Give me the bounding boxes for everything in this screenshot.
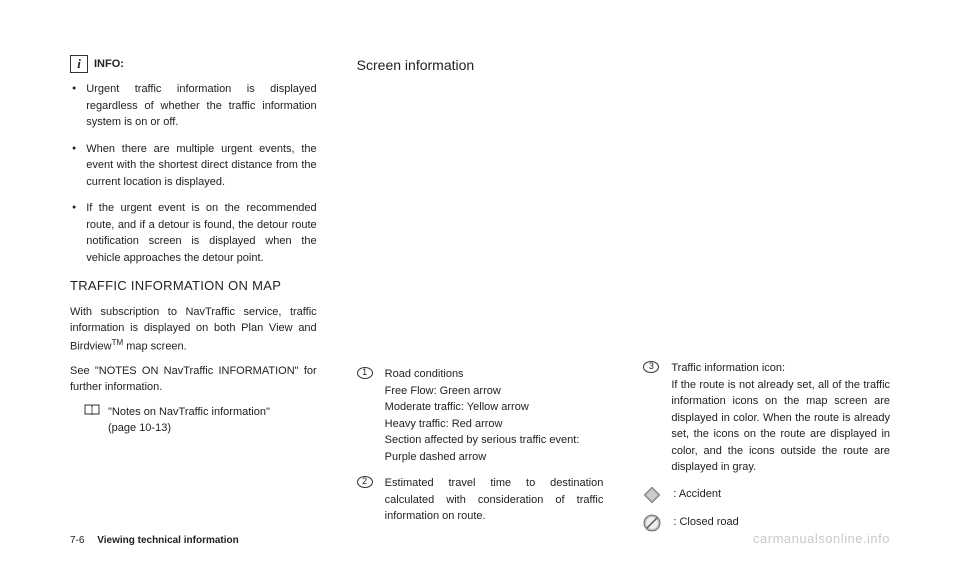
watermark: carmanualsonline.info (753, 531, 890, 546)
info-icon: i (70, 55, 88, 73)
bullet-item: ● Urgent traffic information is displaye… (70, 81, 317, 131)
icon-legend-item: : Accident (643, 486, 890, 504)
paragraph: See "NOTES ON NavTraffic INFORMATION" fo… (70, 363, 317, 396)
bullet-item: ● If the urgent event is on the recommen… (70, 200, 317, 266)
page-footer: 7-6 Viewing technical information (70, 535, 239, 546)
info-header: i INFO: (70, 55, 317, 73)
bullet-dot-icon: ● (70, 200, 76, 266)
book-icon (84, 404, 100, 437)
icon-label: : Closed road (673, 514, 738, 531)
column-2: Screen information 1 Road conditions Fre… (357, 55, 604, 495)
numbered-item: 1 Road conditions Free Flow: Green arrow… (357, 366, 604, 465)
numbered-item: 2 Estimated travel time to destination c… (357, 475, 604, 525)
info-label: INFO: (94, 56, 124, 73)
accident-icon (643, 486, 661, 504)
number-badge: 2 (357, 476, 373, 488)
bullet-text: When there are multiple urgent events, t… (86, 141, 316, 191)
bullet-item: ● When there are multiple urgent events,… (70, 141, 317, 191)
screen-info-title: Screen information (357, 55, 604, 76)
para-text: map screen. (123, 340, 187, 352)
para-text: With subscription to NavTraffic service,… (70, 306, 317, 353)
number-badge: 1 (357, 367, 373, 379)
page-columns: i INFO: ● Urgent traffic information is … (70, 55, 890, 495)
numbered-content: Traffic information icon: If the route i… (671, 360, 890, 476)
column-3: 3 Traffic information icon: If the route… (643, 55, 890, 495)
closed-road-icon (643, 514, 661, 532)
xref-text: "Notes on NavTraffic information" (page … (108, 404, 270, 437)
bullet-dot-icon: ● (70, 81, 76, 131)
numbered-content: Road conditions Free Flow: Green arrow M… (385, 366, 580, 465)
icon-legend-item: : Closed road (643, 514, 890, 532)
spacer (643, 55, 890, 360)
number-badge: 3 (643, 361, 659, 373)
column-1: i INFO: ● Urgent traffic information is … (70, 55, 317, 495)
trademark-sup: TM (112, 338, 124, 347)
page-number: 7-6 (70, 535, 84, 546)
section-heading: TRAFFIC INFORMATION ON MAP (70, 276, 317, 296)
bullet-text: If the urgent event is on the recommende… (86, 200, 316, 266)
bullet-text: Urgent traffic information is displayed … (86, 81, 316, 131)
icon-label: : Accident (673, 486, 721, 503)
bullet-dot-icon: ● (70, 141, 76, 191)
section-title: Viewing technical information (97, 535, 239, 546)
numbered-item: 3 Traffic information icon: If the route… (643, 360, 890, 476)
paragraph: With subscription to NavTraffic service,… (70, 304, 317, 355)
numbered-content: Estimated travel time to destination cal… (385, 475, 604, 525)
cross-reference: "Notes on NavTraffic information" (page … (84, 404, 317, 437)
